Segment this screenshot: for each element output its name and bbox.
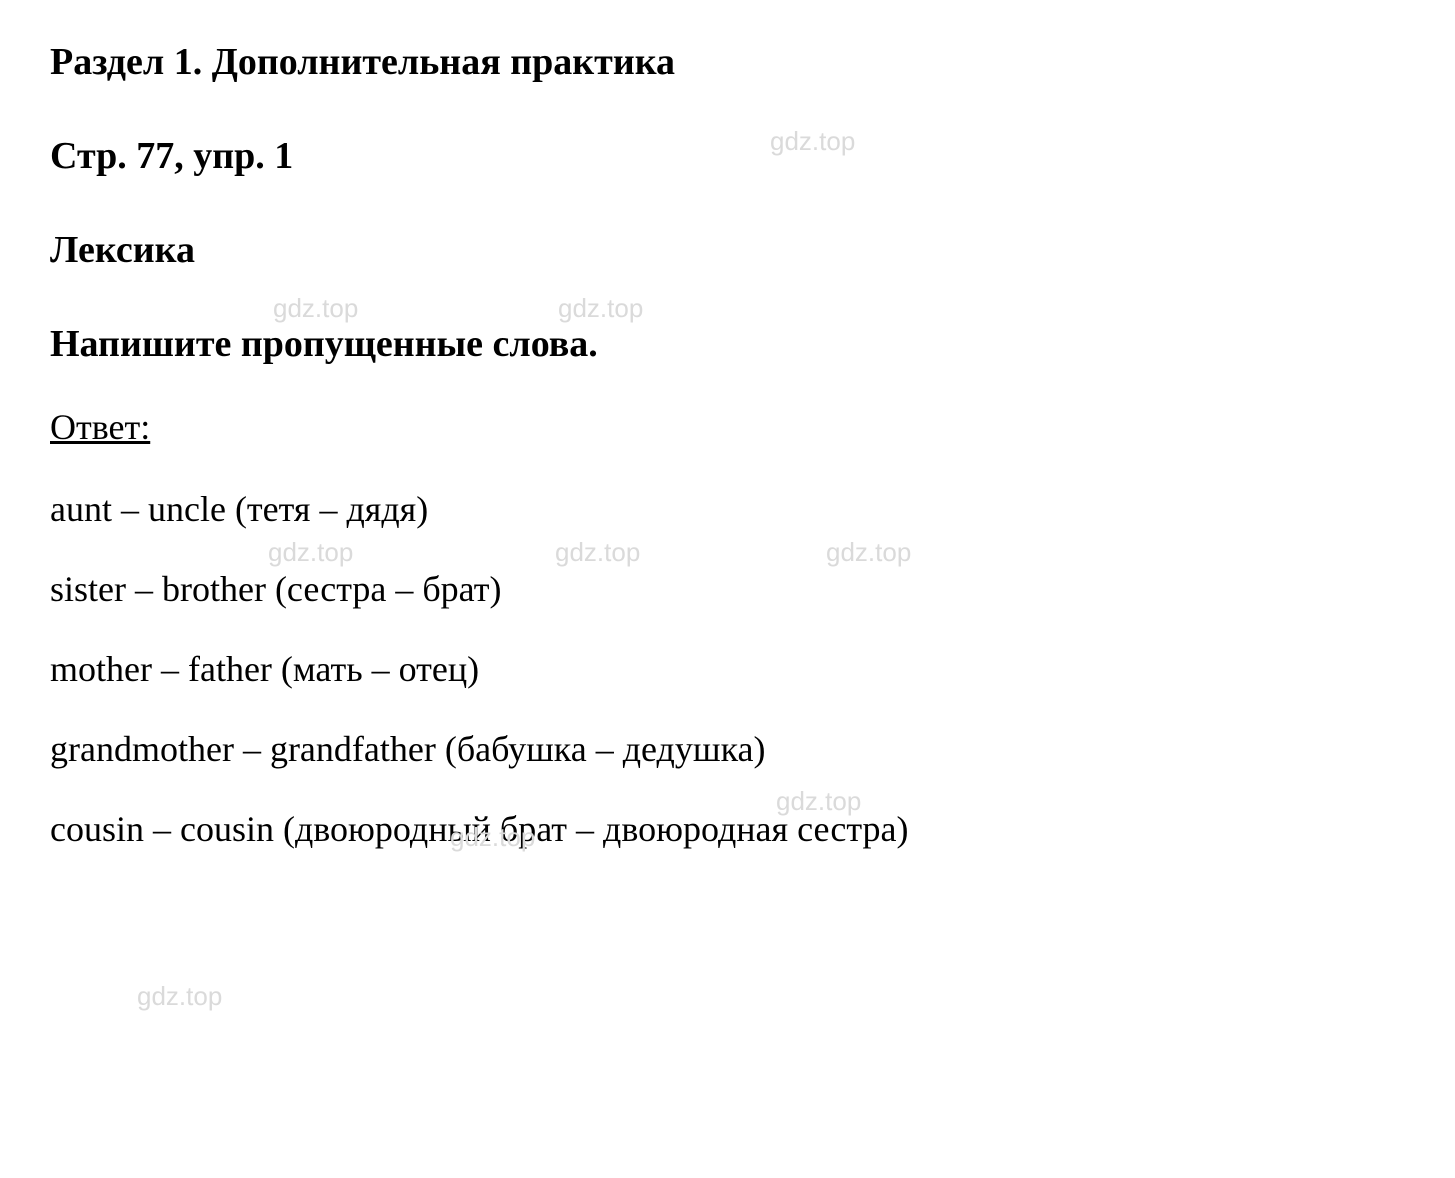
page-exercise-heading: Стр. 77, упр. 1 bbox=[50, 134, 1405, 178]
answer-line: grandmother – grandfather (бабушка – дед… bbox=[50, 728, 1405, 770]
watermark: gdz.top bbox=[268, 537, 353, 568]
answer-label: Ответ: bbox=[50, 406, 1405, 448]
instruction-heading: Напишите пропущенные слова. bbox=[50, 322, 1405, 366]
answer-line: sister – brother (сестра – брат) bbox=[50, 568, 1405, 610]
answer-line: cousin – cousin (двоюродный брат – двоюр… bbox=[50, 808, 1405, 850]
watermark: gdz.top bbox=[273, 293, 358, 324]
section-title: Раздел 1. Дополнительная практика bbox=[50, 40, 1405, 84]
watermark: gdz.top bbox=[826, 537, 911, 568]
answer-line: mother – father (мать – отец) bbox=[50, 648, 1405, 690]
watermark: gdz.top bbox=[558, 293, 643, 324]
answer-line: aunt – uncle (тетя – дядя) bbox=[50, 488, 1405, 530]
watermark: gdz.top bbox=[555, 537, 640, 568]
category-heading: Лексика bbox=[50, 228, 1405, 272]
document-content: gdz.top gdz.top gdz.top gdz.top gdz.top … bbox=[50, 40, 1405, 850]
watermark: gdz.top bbox=[137, 981, 222, 1012]
